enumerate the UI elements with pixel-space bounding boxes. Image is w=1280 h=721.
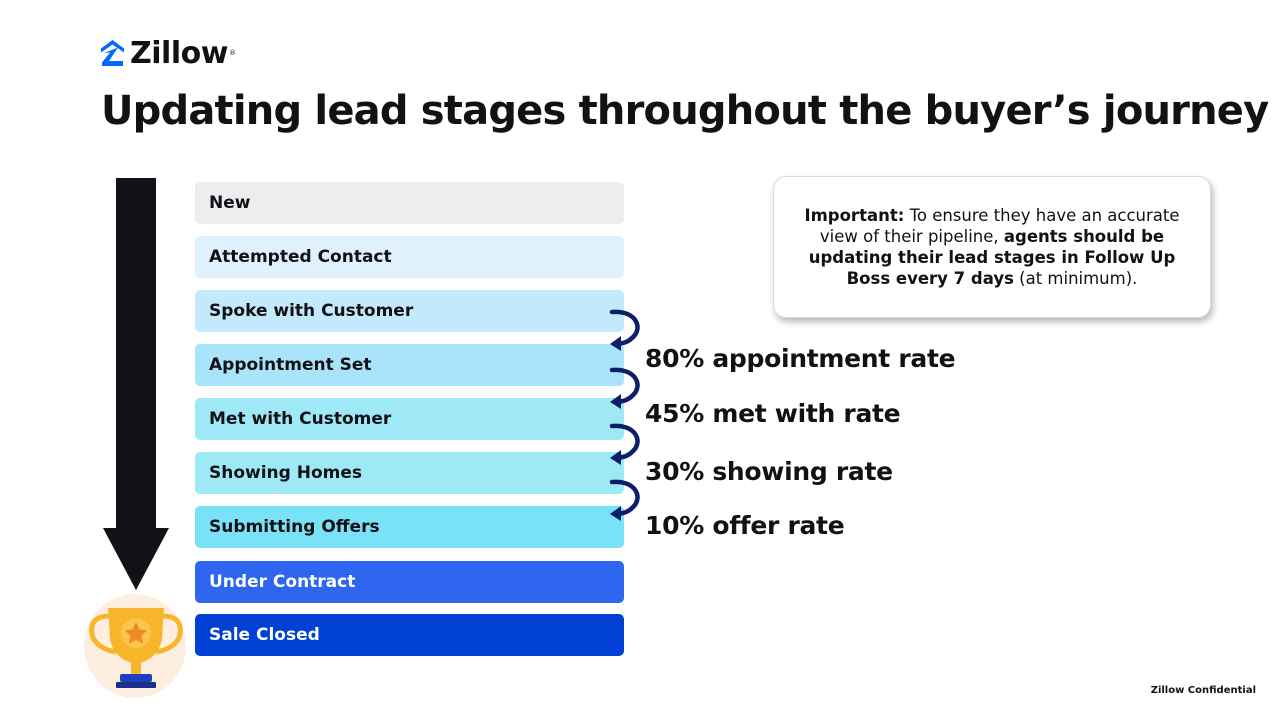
rate-met-with: 45% met with rate: [645, 399, 901, 428]
stage-appointment-set: Appointment Set: [195, 344, 624, 386]
stage-label: Attempted Contact: [209, 247, 392, 267]
curved-arrow-icon: [609, 423, 640, 465]
trophy-star-icon: [89, 608, 183, 688]
stage-submitting-offers: Submitting Offers: [195, 506, 624, 548]
stage-under-contract: Under Contract: [195, 561, 624, 603]
callout-lead: Important:: [804, 206, 905, 225]
callout-text-2: (at minimum).: [1013, 269, 1138, 288]
stage-label: Under Contract: [209, 572, 356, 592]
rate-offer: 10% offer rate: [645, 511, 845, 540]
rate-appointment: 80% appointment rate: [645, 344, 956, 373]
stage-label: Showing Homes: [209, 463, 363, 483]
stage-new: New: [195, 182, 624, 224]
callout-text-1: To ensure they have an accurate view of …: [819, 206, 1180, 246]
stage-label: Appointment Set: [209, 355, 372, 375]
zillow-logo: Zillow ®: [100, 35, 236, 71]
curved-arrow-icon: [609, 479, 640, 521]
page-title: Updating lead stages throughout the buye…: [101, 88, 1269, 134]
confidential-footer: Zillow Confidential: [1150, 685, 1256, 696]
rate-showing: 30% showing rate: [645, 457, 893, 486]
important-callout: Important: To ensure they have an accura…: [773, 176, 1211, 318]
stage-showing-homes: Showing Homes: [195, 452, 624, 494]
down-arrow-head: [103, 528, 169, 590]
stage-attempted-contact: Attempted Contact: [195, 236, 624, 278]
stage-label: New: [209, 193, 251, 213]
stage-label: Spoke with Customer: [209, 301, 414, 321]
curved-arrow-icon: [609, 309, 640, 351]
registered-mark: ®: [228, 49, 236, 57]
stage-sale-closed: Sale Closed: [195, 614, 624, 656]
stage-spoke-with-customer: Spoke with Customer: [195, 290, 624, 332]
stage-label: Sale Closed: [209, 625, 320, 645]
stage-met-with-customer: Met with Customer: [195, 398, 624, 440]
curved-arrow-icon: [609, 367, 640, 409]
zillow-wordmark: Zillow: [130, 35, 228, 71]
stage-label: Submitting Offers: [209, 517, 380, 537]
callout-emphasis: agents should be updating their lead sta…: [808, 227, 1176, 288]
callout-text: Important: To ensure they have an accura…: [788, 205, 1196, 289]
down-arrow-icon: [116, 178, 156, 530]
stage-label: Met with Customer: [209, 409, 392, 429]
zillow-logo-icon: [101, 40, 124, 66]
